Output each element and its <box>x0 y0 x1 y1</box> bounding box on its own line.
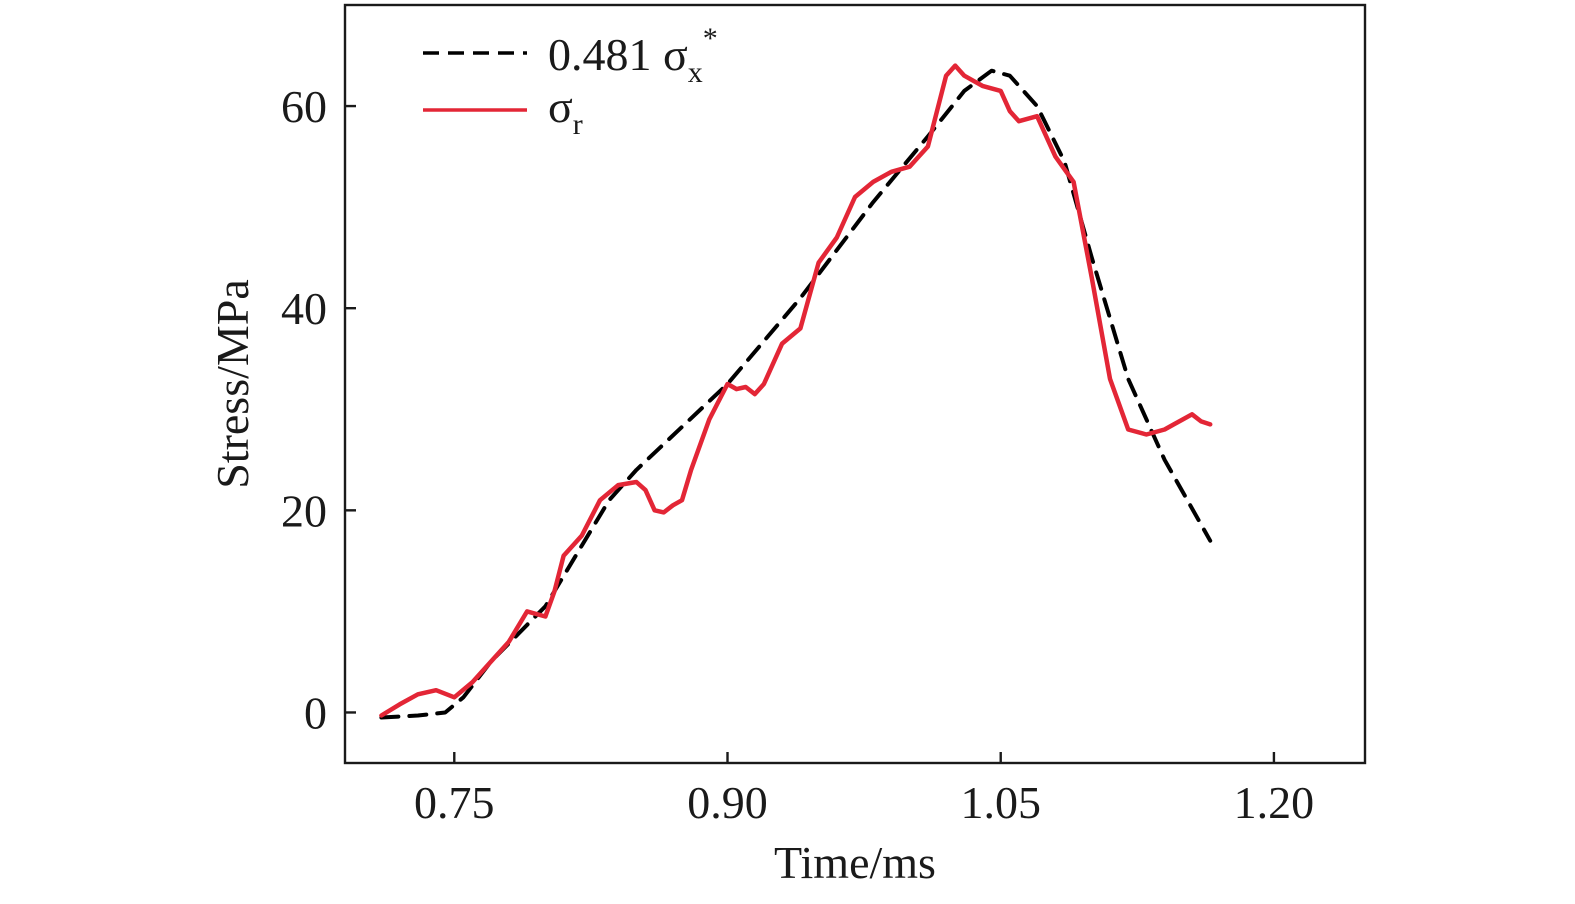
x-tick-label: 1.05 <box>960 777 1041 828</box>
y-tick-label: 60 <box>281 81 327 132</box>
ticks-layer: 0.75 0.90 1.05 1.20 0 20 40 60 <box>281 81 1314 828</box>
legend-label-sigma-r: σr <box>548 81 583 141</box>
legend-label-scaled-sigma-x: 0.481 σx* <box>548 22 718 89</box>
y-axis-label: Stress/MPa <box>207 279 258 489</box>
x-axis-label: Time/ms <box>774 837 936 888</box>
y-tick-label: 40 <box>281 283 327 334</box>
y-tick-label: 0 <box>304 687 327 738</box>
plot-frame <box>343 3 1367 765</box>
x-tick-label: 1.20 <box>1234 777 1315 828</box>
series-line-scaled-sigma-x <box>379 68 1213 720</box>
y-tick-label: 20 <box>281 485 327 536</box>
series-line-sigma-r <box>379 63 1213 718</box>
x-tick-label: 0.75 <box>414 777 495 828</box>
plot-area: 0.75 0.90 1.05 1.20 0 20 40 60 <box>281 3 1367 828</box>
legend: 0.481 σx* σr <box>423 22 718 141</box>
x-tick-label: 0.90 <box>687 777 768 828</box>
series-layer <box>379 63 1213 720</box>
